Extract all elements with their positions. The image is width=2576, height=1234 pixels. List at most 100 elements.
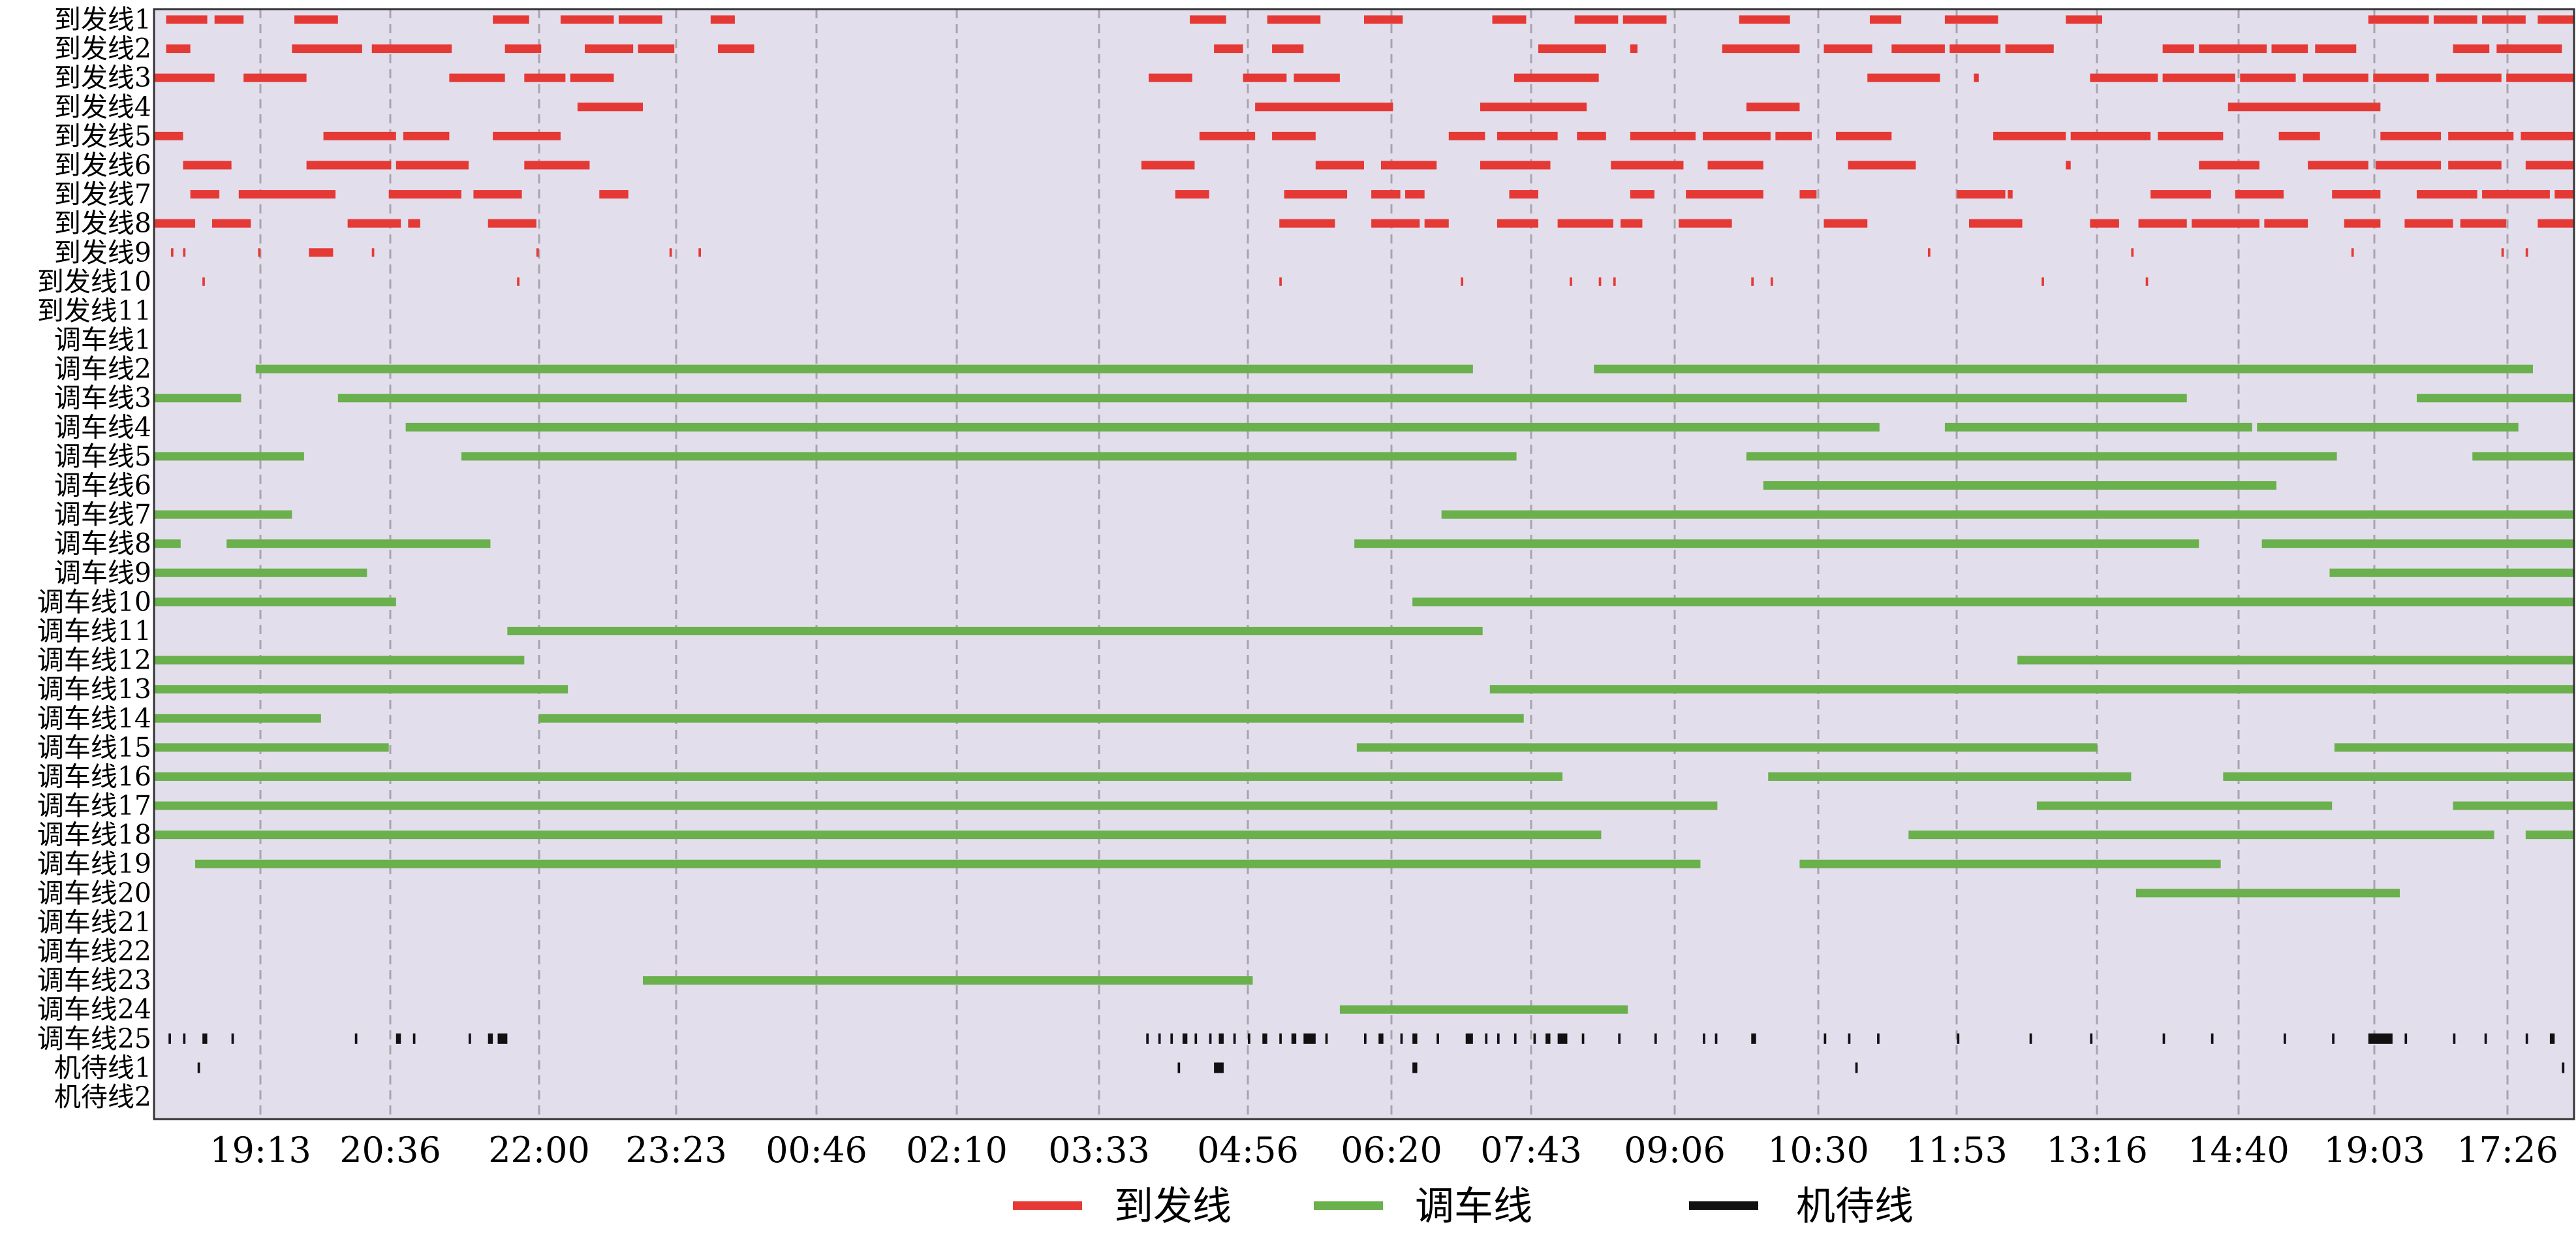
bar: [1611, 161, 1684, 170]
bar: [2005, 44, 2054, 54]
bar: [717, 44, 754, 54]
row-label: 调车线13: [37, 674, 151, 705]
bar: [1214, 44, 1243, 54]
bar: [1412, 1062, 1418, 1073]
bar: [493, 131, 561, 140]
bars: [154, 15, 2574, 1073]
bar: [618, 15, 662, 24]
bar: [1867, 73, 1940, 82]
bar: [2162, 44, 2194, 54]
bar: [1380, 161, 1437, 170]
bar: [2261, 539, 2574, 548]
bar: [1465, 1033, 1473, 1044]
bar: [2453, 1033, 2456, 1044]
bar: [1364, 15, 1403, 24]
row-label: 到发线6: [54, 150, 151, 181]
bar: [2240, 73, 2296, 82]
bar: [170, 248, 174, 257]
bar: [577, 103, 644, 112]
x-tick-label: 02:10: [906, 1130, 1008, 1171]
bar: [488, 219, 536, 228]
bar: [2090, 219, 2119, 228]
bar: [214, 15, 244, 24]
bar: [1957, 190, 2006, 199]
row-label: 到发线4: [54, 91, 151, 123]
legend-item-到发线: 到发线: [1013, 1184, 1232, 1229]
bar: [294, 15, 338, 24]
bar: [1214, 1062, 1224, 1073]
row-label: 到发线10: [37, 266, 151, 297]
row-labels: 到发线1到发线2到发线3到发线4到发线5到发线6到发线7到发线8到发线9到发线1…: [37, 4, 151, 1113]
bar: [1436, 1033, 1439, 1044]
x-tick-label: 10:30: [1767, 1130, 1869, 1171]
bar: [2284, 1033, 2286, 1044]
bar: [585, 44, 634, 54]
bar: [371, 248, 375, 257]
bar: [1146, 1033, 1149, 1044]
bar: [1908, 831, 2494, 840]
x-tick-label: 11:53: [1906, 1130, 2008, 1171]
bar: [2271, 44, 2308, 54]
bar: [2484, 1033, 2487, 1044]
bar: [1248, 1033, 1250, 1044]
bar: [2303, 73, 2368, 82]
x-tick-label: 23:23: [625, 1130, 727, 1171]
bar: [1891, 44, 1945, 54]
row-label: 到发线9: [54, 237, 151, 268]
bar: [231, 1033, 234, 1044]
bar: [1170, 1033, 1173, 1044]
row-label: 调车线20: [37, 878, 151, 909]
row-label: 调车线7: [54, 499, 151, 530]
bar: [710, 15, 735, 24]
bar: [154, 831, 1602, 840]
row-label: 调车线18: [37, 819, 151, 851]
bar: [1545, 1033, 1551, 1044]
bar: [1557, 219, 1613, 228]
bar: [1294, 73, 1340, 82]
bar: [154, 131, 183, 140]
bar: [154, 452, 304, 461]
bar: [517, 277, 520, 286]
bar: [1799, 859, 2221, 868]
bar: [698, 248, 702, 257]
bar: [1513, 1033, 1517, 1044]
bar: [507, 626, 1483, 635]
bar: [1364, 1033, 1367, 1044]
bar: [183, 248, 186, 257]
bar: [2525, 1033, 2528, 1044]
bar: [309, 248, 334, 257]
legend-swatch-机待线: [1689, 1201, 1758, 1210]
bar: [1218, 1033, 1224, 1044]
bar: [2315, 44, 2357, 54]
bar: [403, 131, 450, 140]
bar: [1836, 131, 1892, 140]
bar: [1199, 131, 1256, 140]
row-label: 调车线14: [37, 703, 151, 734]
x-tick-label: 22:00: [488, 1130, 590, 1171]
row-label: 调车线1: [54, 324, 151, 356]
bar: [1618, 1033, 1621, 1044]
bar: [1613, 277, 1616, 286]
bar: [2404, 1033, 2408, 1044]
x-tick-label: 03:33: [1048, 1130, 1150, 1171]
x-tick-label: 19:13: [209, 1130, 311, 1171]
row-label: 调车线12: [37, 644, 151, 676]
bar: [1371, 219, 1420, 228]
bar: [2351, 248, 2354, 257]
bar: [243, 73, 307, 82]
bar: [1703, 1033, 1705, 1044]
bar: [1621, 219, 1643, 228]
bar: [1630, 44, 1638, 54]
bar: [154, 714, 321, 723]
bar: [1848, 161, 1916, 170]
bar: [2264, 219, 2308, 228]
row-label: 调车线16: [37, 761, 151, 792]
bar: [1489, 685, 2574, 694]
bar: [449, 73, 505, 82]
bar: [643, 976, 1253, 985]
bar: [154, 219, 196, 228]
legend-swatch-调车线: [1314, 1201, 1383, 1210]
bar: [1570, 277, 1572, 286]
bar: [2029, 1033, 2032, 1044]
